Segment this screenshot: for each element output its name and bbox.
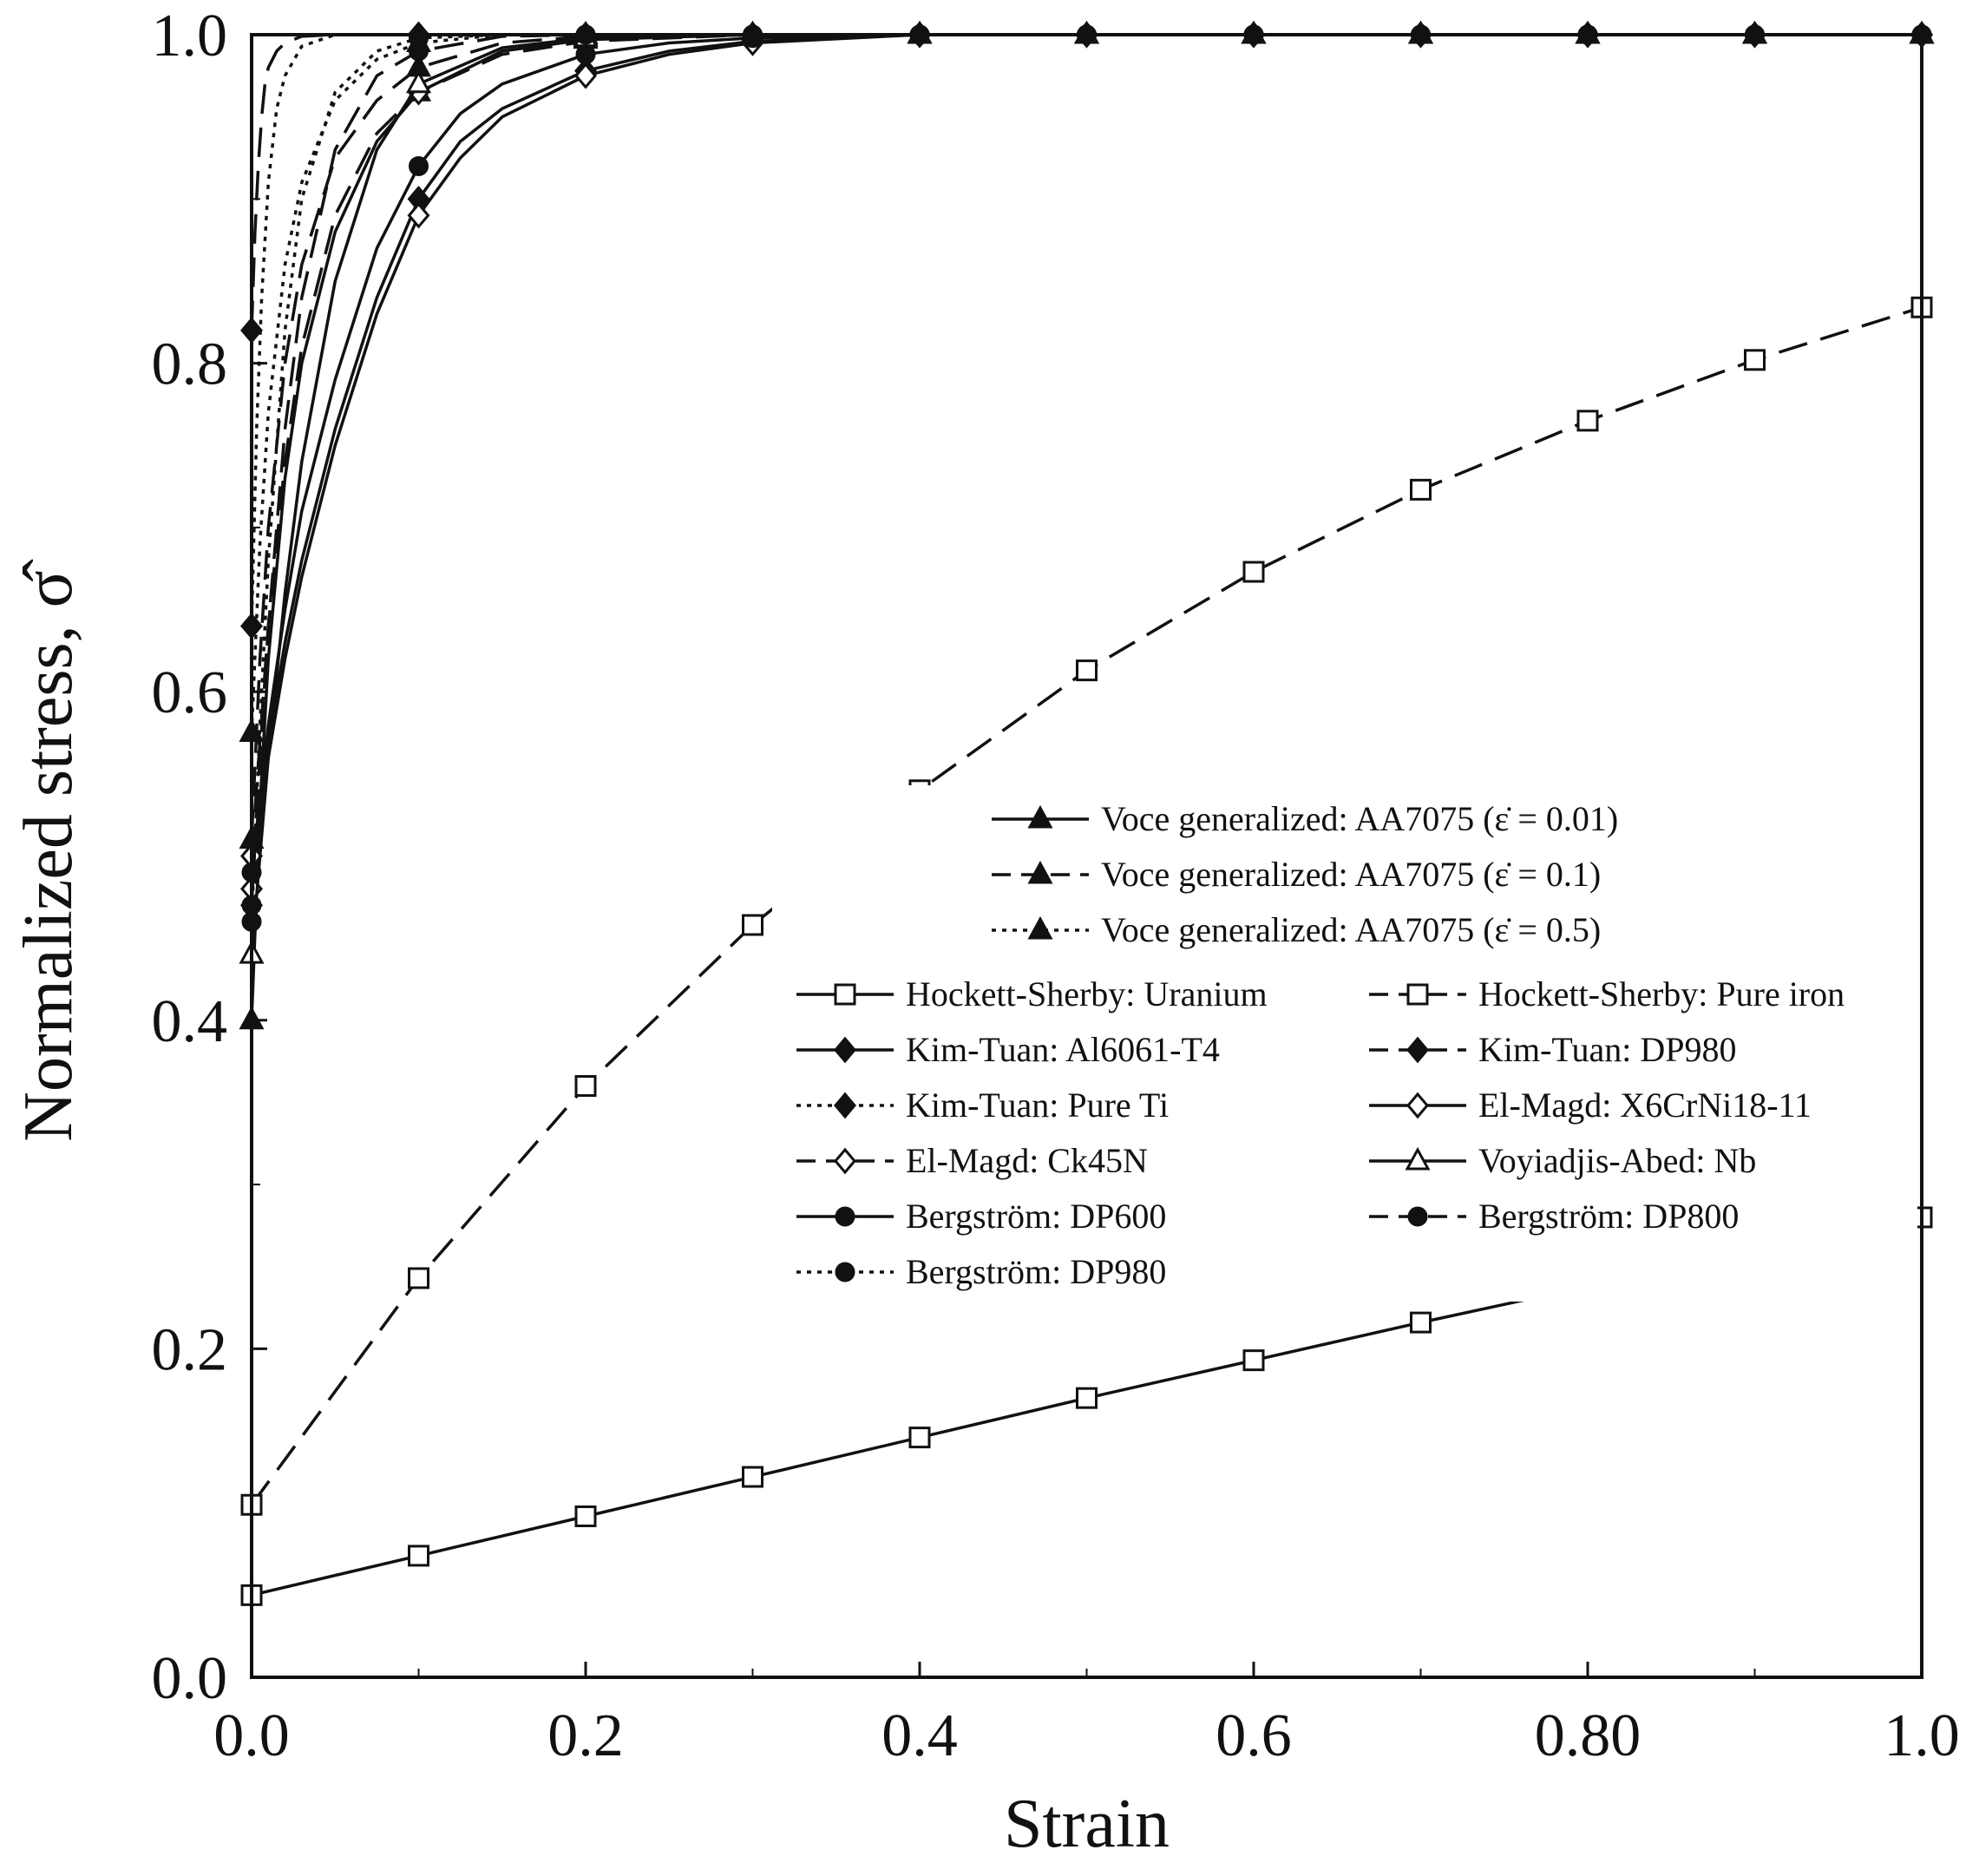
data-point xyxy=(574,1075,597,1098)
legend-marker xyxy=(834,983,856,1006)
tick-labels: 0.0 0.2 0.4 0.6 0.80 1.0 0.0 0.2 0.4 0.6 0.8 1.0 xyxy=(152,3,1960,1769)
legend-label: El-Magd: X6CrNi18-11 xyxy=(1478,1086,1812,1125)
legend-entry-12: Bergström: DP600 xyxy=(796,1197,1166,1236)
data-point xyxy=(574,62,597,89)
data-point xyxy=(908,1427,931,1449)
legend-entry-11: Voyiadjis-Abed: Nb xyxy=(1369,1141,1756,1180)
series-9 xyxy=(240,21,1933,902)
series-12 xyxy=(241,24,1932,882)
data-point xyxy=(1410,1311,1432,1334)
legend-marker xyxy=(834,1036,856,1064)
legend-entry-10: El-Magd: Ck45N xyxy=(796,1141,1148,1180)
legend-marker xyxy=(834,1092,856,1119)
data-point xyxy=(1242,561,1265,583)
legend-marker xyxy=(1406,983,1429,1006)
x-tick-label: 0.0 xyxy=(213,1702,290,1769)
series-line xyxy=(250,33,1922,889)
data-point xyxy=(409,155,429,176)
data-point xyxy=(574,1505,597,1527)
y-tick-label: 0.8 xyxy=(152,331,228,398)
legend-entry-7: Kim-Tuan: DP980 xyxy=(1369,1030,1736,1069)
y-tick-label: 0.2 xyxy=(152,1316,228,1383)
legend-entry-13: Bergström: DP800 xyxy=(1369,1197,1739,1236)
legend-label: Bergström: DP980 xyxy=(906,1252,1166,1291)
series-line xyxy=(250,33,1922,626)
data-point xyxy=(1410,478,1432,501)
legend-label: Voce generalized: AA7075 (ε̇ = 0.1) xyxy=(1101,855,1601,894)
data-point xyxy=(575,44,596,65)
legend-label: Kim-Tuan: Pure Ti xyxy=(906,1086,1169,1125)
series-10 xyxy=(240,21,1933,869)
legend-entry-9: El-Magd: X6CrNi18-11 xyxy=(1369,1086,1812,1125)
x-tick-label: 0.80 xyxy=(1535,1702,1642,1769)
legend-marker xyxy=(835,1206,855,1227)
legend-label: Kim-Tuan: Al6061-T4 xyxy=(906,1030,1220,1069)
x-tick-label: 1.0 xyxy=(1884,1702,1960,1769)
plot-frame xyxy=(250,33,1923,1679)
legend-label: Voyiadjis-Abed: Nb xyxy=(1478,1141,1756,1180)
series-line xyxy=(250,33,1922,856)
legend-label: Hockett-Sherby: Pure iron xyxy=(1478,974,1845,1013)
x-tick-label: 0.4 xyxy=(881,1702,958,1769)
data-point xyxy=(742,1466,763,1488)
series-6 xyxy=(240,21,1933,919)
data-point xyxy=(409,28,429,49)
legend-entry-4: Hockett-Sherby: Uranium xyxy=(796,974,1268,1013)
series-line xyxy=(250,33,1922,906)
data-point xyxy=(1744,349,1766,371)
series-line xyxy=(250,33,1922,733)
series-line xyxy=(250,33,1922,840)
y-tick-label: 0.0 xyxy=(152,1645,228,1712)
y-tick-label: 0.4 xyxy=(152,988,228,1055)
data-point xyxy=(742,914,763,936)
x-axis-title: Strain xyxy=(1004,1786,1170,1862)
series-line xyxy=(250,33,1922,331)
legend: Voce generalized: AA7075 (ε̇ = 0.01) Voce… xyxy=(772,785,1917,1302)
legend-label: Voce generalized: AA7075 (ε̇ = 0.5) xyxy=(1101,910,1601,949)
legend-label: Hockett-Sherby: Uranium xyxy=(906,974,1268,1013)
legend-entry-8: Kim-Tuan: Pure Ti xyxy=(796,1086,1169,1125)
legend-marker xyxy=(1407,1206,1428,1227)
legend-entry-14: Bergström: DP980 xyxy=(796,1252,1166,1291)
legend-marker xyxy=(1027,804,1053,829)
data-point xyxy=(408,1267,429,1289)
legend-entry-2: Voce generalized: AA7075 (ε̇ = 0.1) xyxy=(992,855,1601,894)
x-tick-label: 0.2 xyxy=(547,1702,624,1769)
series-line xyxy=(250,33,1922,906)
legend-marker xyxy=(835,1262,855,1282)
legend-label: Kim-Tuan: DP980 xyxy=(1478,1030,1736,1069)
series-3 xyxy=(239,20,1935,743)
data-point xyxy=(408,1545,429,1567)
data-point xyxy=(1242,1349,1265,1372)
legend-marker xyxy=(1027,915,1053,940)
legend-background xyxy=(772,785,1917,1302)
legend-label: El-Magd: Ck45N xyxy=(906,1141,1148,1180)
series-line xyxy=(250,33,1922,873)
y-axis-title: Normalized stress, σ̂ xyxy=(10,559,87,1142)
legend-marker xyxy=(834,1147,856,1175)
data-point xyxy=(407,201,430,229)
legend-marker xyxy=(1027,860,1053,884)
legend-entry-1: Voce generalized: AA7075 (ε̇ = 0.01) xyxy=(992,799,1618,838)
legend-marker xyxy=(1406,1092,1429,1119)
series-13 xyxy=(241,24,1932,915)
y-tick-label: 0.6 xyxy=(152,659,228,726)
series-2 xyxy=(239,20,1935,849)
legend-label: Bergström: DP800 xyxy=(1478,1197,1739,1236)
legend-marker xyxy=(1405,1146,1431,1171)
legend-marker xyxy=(1406,1036,1429,1064)
legend-entry-6: Kim-Tuan: Al6061-T4 xyxy=(796,1030,1220,1069)
data-point xyxy=(1576,410,1599,432)
legend-entry-3: Voce generalized: AA7075 (ε̇ = 0.5) xyxy=(992,910,1601,949)
data-point xyxy=(405,69,432,94)
series-7 xyxy=(240,21,1933,344)
legend-label: Bergström: DP600 xyxy=(906,1197,1166,1236)
legend-entry-5: Hockett-Sherby: Pure iron xyxy=(1369,974,1845,1013)
legend-label: Voce generalized: AA7075 (ε̇ = 0.01) xyxy=(1101,799,1618,838)
x-tick-label: 0.6 xyxy=(1216,1702,1292,1769)
data-point xyxy=(1076,1387,1098,1409)
data-point xyxy=(1076,659,1098,682)
y-tick-label: 1.0 xyxy=(152,3,228,69)
